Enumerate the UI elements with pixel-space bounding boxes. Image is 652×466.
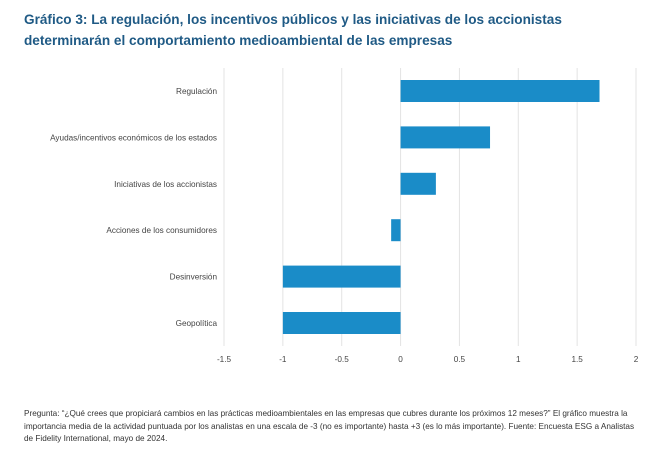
bar	[400, 80, 600, 102]
x-tick-label: -0.5	[335, 355, 350, 364]
x-axis-tick-labels: -1.5 -1 -0.5 0 0.5 1 1.5 2	[217, 355, 639, 364]
bar	[400, 126, 491, 149]
category-label: Ayudas/incentivos económicos de los esta…	[50, 133, 217, 142]
x-tick-label: -1	[279, 355, 287, 364]
footnote: Pregunta: “¿Qué crees que propiciará cam…	[24, 409, 635, 443]
x-tick-label: 1.5	[571, 355, 583, 364]
bar	[282, 312, 401, 334]
bar-chart: Regulación Ayudas/incentivos económicos d…	[50, 68, 639, 364]
x-tick-label: -1.5	[217, 355, 232, 364]
category-label: Regulación	[176, 87, 217, 96]
gridlines	[223, 68, 637, 346]
category-label: Desinversión	[170, 273, 218, 282]
bars	[282, 80, 600, 334]
bar	[400, 172, 436, 195]
category-labels: Regulación Ayudas/incentivos económicos d…	[50, 87, 217, 328]
x-tick-label: 0	[398, 355, 403, 364]
category-label: Geopolítica	[176, 319, 218, 328]
category-label: Iniciativas de los accionistas	[114, 180, 217, 189]
chart-title: Gráfico 3: La regulación, los incentivos…	[24, 12, 562, 48]
category-label: Acciones de los consumidores	[106, 226, 217, 235]
x-tick-label: 1	[516, 355, 521, 364]
x-tick-label: 2	[634, 355, 639, 364]
bar	[391, 219, 401, 242]
bar	[282, 265, 401, 288]
x-tick-label: 0.5	[454, 355, 466, 364]
